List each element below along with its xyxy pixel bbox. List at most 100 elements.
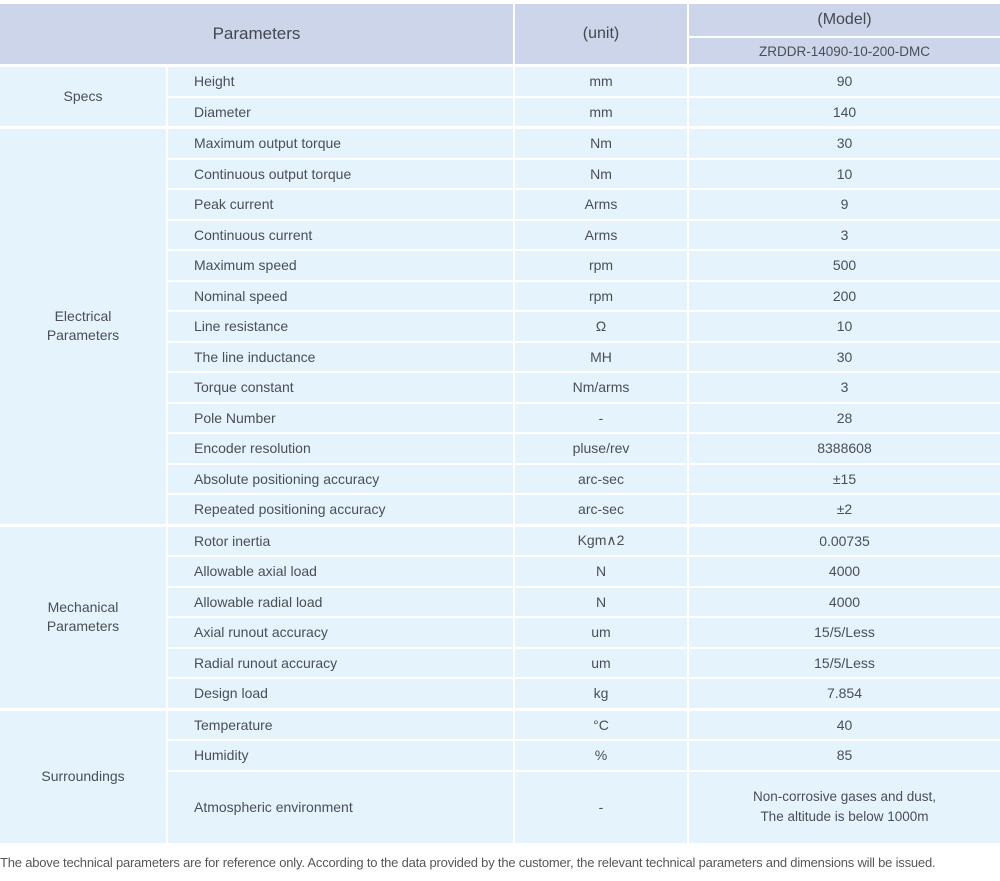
param-name: Maximum output torque <box>168 129 513 158</box>
value-cell: 8388608 <box>689 434 1000 463</box>
table-row: Axial runout accuracy um 15/5/Less <box>168 618 1000 647</box>
value-cell: 10 <box>689 312 1000 341</box>
section-electrical-rows: Maximum output torque Nm 30 Continuous o… <box>168 129 1000 524</box>
unit-cell: N <box>515 587 687 616</box>
value-cell: Non-corrosive gases and dust, The altitu… <box>689 771 1000 843</box>
unit-cell: °C <box>515 710 687 739</box>
value-cell: 3 <box>689 220 1000 249</box>
model-number: ZRDDR-14090-10-200-DMC <box>758 43 931 59</box>
table-row: Peak current Arms 9 <box>168 190 1000 219</box>
table-row: Torque constant Nm/arms 3 <box>168 373 1000 402</box>
category-cell-specs: Specs <box>0 67 166 126</box>
table-row: Temperature °C 40 <box>168 710 1000 739</box>
table-row: Height mm 90 <box>168 67 1000 96</box>
unit-cell: Nm/arms <box>515 373 687 402</box>
param-name: Humidity <box>168 741 513 770</box>
table-row: Humidity % 85 <box>168 741 1000 770</box>
unit-cell: Arms <box>515 220 687 249</box>
value-cell: 15/5/Less <box>689 648 1000 677</box>
unit-cell: Kgm∧2 <box>515 526 687 555</box>
table-row: Design load kg 7.854 <box>168 679 1000 708</box>
unit-cell: mm <box>515 67 687 96</box>
param-name: Pole Number <box>168 403 513 432</box>
section-electrical-parameters: Electrical Parameters Maximum output tor… <box>0 129 1000 524</box>
value-cell: 15/5/Less <box>689 618 1000 647</box>
value-cell: ±2 <box>689 495 1000 524</box>
footer-note: The above technical parameters are for r… <box>0 854 936 870</box>
param-name: Line resistance <box>168 312 513 341</box>
unit-cell: MH <box>515 342 687 371</box>
value-cell: 7.854 <box>689 679 1000 708</box>
param-name: Atmospheric environment <box>168 771 513 843</box>
value-cell: 30 <box>689 129 1000 158</box>
value-cell: 3 <box>689 373 1000 402</box>
param-name: Axial runout accuracy <box>168 618 513 647</box>
param-name: Nominal speed <box>168 281 513 310</box>
unit-cell: pluse/rev <box>515 434 687 463</box>
param-name: Encoder resolution <box>168 434 513 463</box>
table-row: Maximum speed rpm 500 <box>168 251 1000 280</box>
value-cell: 140 <box>689 97 1000 126</box>
table-row: Pole Number - 28 <box>168 403 1000 432</box>
param-name: Rotor inertia <box>168 526 513 555</box>
category-cell-surroundings: Surroundings <box>0 710 166 843</box>
unit-cell: um <box>515 618 687 647</box>
value-cell: 85 <box>689 741 1000 770</box>
value-cell: 90 <box>689 67 1000 96</box>
unit-cell: Ω <box>515 312 687 341</box>
header-unit: (unit) <box>515 4 687 64</box>
spec-table: Parameters (unit) (Model) ZRDDR-14090-10… <box>0 4 1000 843</box>
param-name: Diameter <box>168 97 513 126</box>
value-cell: 10 <box>689 159 1000 188</box>
value-cell: 0.00735 <box>689 526 1000 555</box>
unit-cell: um <box>515 648 687 677</box>
param-name: Design load <box>168 679 513 708</box>
param-name: Continuous output torque <box>168 159 513 188</box>
category-cell-electrical: Electrical Parameters <box>0 129 166 524</box>
param-name: Continuous current <box>168 220 513 249</box>
unit-cell: rpm <box>515 251 687 280</box>
table-row: Allowable radial load N 4000 <box>168 587 1000 616</box>
param-name: The line inductance <box>168 342 513 371</box>
table-row: Maximum output torque Nm 30 <box>168 129 1000 158</box>
table-row: Absolute positioning accuracy arc-sec ±1… <box>168 464 1000 493</box>
section-mechanical-rows: Rotor inertia Kgm∧2 0.00735 Allowable ax… <box>168 526 1000 708</box>
header-model: (Model) <box>689 4 1000 38</box>
param-name: Peak current <box>168 190 513 219</box>
unit-cell: % <box>515 741 687 770</box>
section-mechanical-parameters: Mechanical Parameters Rotor inertia Kgm∧… <box>0 526 1000 708</box>
param-name: Absolute positioning accuracy <box>168 464 513 493</box>
section-surroundings-rows: Temperature °C 40 Humidity % 85 Atmosphe… <box>168 710 1000 843</box>
param-name: Allowable axial load <box>168 557 513 586</box>
table-row: Radial runout accuracy um 15/5/Less <box>168 648 1000 677</box>
param-name: Radial runout accuracy <box>168 648 513 677</box>
table-row: Repeated positioning accuracy arc-sec ±2 <box>168 495 1000 524</box>
unit-cell: mm <box>515 97 687 126</box>
section-specs-rows: Height mm 90 Diameter mm 140 <box>168 67 1000 126</box>
unit-cell: Arms <box>515 190 687 219</box>
param-name: Allowable radial load <box>168 587 513 616</box>
section-specs: Specs Height mm 90 Diameter mm 140 <box>0 67 1000 126</box>
unit-cell: N <box>515 557 687 586</box>
value-cell: 500 <box>689 251 1000 280</box>
table-header: Parameters (unit) (Model) ZRDDR-14090-10… <box>0 4 1000 64</box>
unit-cell: kg <box>515 679 687 708</box>
value-cell: 28 <box>689 403 1000 432</box>
table-row: Diameter mm 140 <box>168 97 1000 126</box>
param-name: Height <box>168 67 513 96</box>
table-row: Nominal speed rpm 200 <box>168 281 1000 310</box>
header-model-column: (Model) ZRDDR-14090-10-200-DMC <box>689 4 1000 64</box>
table-row: The line inductance MH 30 <box>168 342 1000 371</box>
table-row: Line resistance Ω 10 <box>168 312 1000 341</box>
category-cell-mechanical: Mechanical Parameters <box>0 526 166 708</box>
unit-cell: Nm <box>515 159 687 188</box>
table-row: Continuous current Arms 3 <box>168 220 1000 249</box>
value-cell: 30 <box>689 342 1000 371</box>
value-cell: 9 <box>689 190 1000 219</box>
table-row: Encoder resolution pluse/rev 8388608 <box>168 434 1000 463</box>
value-cell: 40 <box>689 710 1000 739</box>
table-row: Continuous output torque Nm 10 <box>168 159 1000 188</box>
value-cell: ±15 <box>689 464 1000 493</box>
header-parameters: Parameters <box>0 4 513 64</box>
